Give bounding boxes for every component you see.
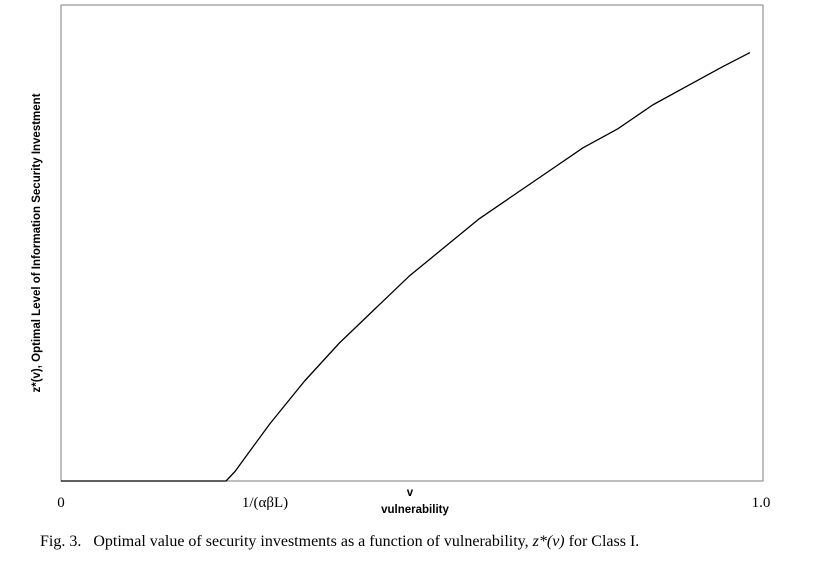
x-tick-label-1: 1/(αβL)	[242, 495, 288, 511]
plot-area-frame	[60, 4, 764, 482]
x-axis-label: vulnerability	[381, 504, 449, 516]
caption-suffix: for Class I.	[568, 533, 640, 550]
y-axis-label: z*(v), Optimal Level of Information Secu…	[31, 93, 43, 392]
x-tick-label-0: 0	[57, 495, 65, 511]
x-tick-labels: 0 1/(αβL) 1.0	[57, 495, 770, 511]
x-tick-label-2: 1.0	[752, 495, 771, 511]
caption-math: z*(v)	[532, 533, 565, 550]
caption-figure-number: Fig. 3.	[40, 533, 82, 550]
caption-text: Optimal value of security investments as…	[93, 533, 529, 550]
x-axis-variable-label: v	[407, 487, 414, 499]
series-line-0	[61, 52, 751, 482]
series-layer	[61, 52, 751, 482]
figure-caption: Fig. 3. Optimal value of security investm…	[40, 533, 639, 551]
